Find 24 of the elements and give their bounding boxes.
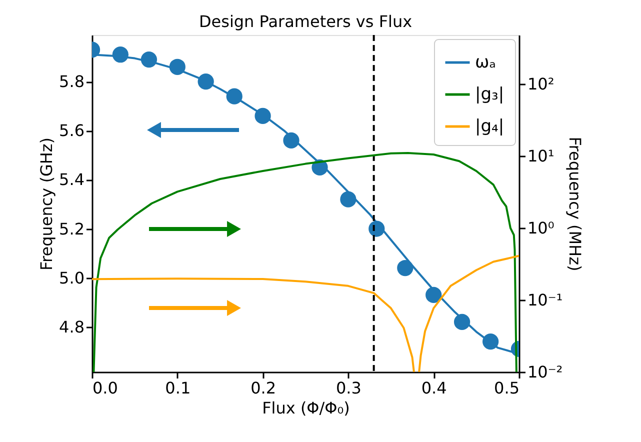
y2-axis-title: Frequency (MHz) bbox=[566, 136, 585, 272]
y-tick-label: 5.0 bbox=[59, 268, 84, 288]
y2-tick-label: 10² bbox=[528, 74, 554, 94]
y-tick-label: 5.2 bbox=[59, 219, 84, 238]
x-tick-label: 0.4 bbox=[421, 378, 447, 398]
chart-title: Design Parameters vs Flux bbox=[198, 12, 412, 31]
x-tick-label: 0.0 bbox=[92, 378, 118, 398]
x-tick-label: 0.5 bbox=[494, 378, 520, 398]
y-tick-label: 4.8 bbox=[59, 317, 84, 336]
legend-label: |g₄| bbox=[475, 116, 504, 136]
legend-label: ωₐ bbox=[475, 52, 496, 72]
y-axis-title: Frequency (GHz) bbox=[37, 137, 56, 271]
y2-tick-label: 10⁰ bbox=[528, 218, 554, 238]
x-axis-title: Flux (Φ/Φ₀) bbox=[262, 398, 350, 418]
x-tick-label: 0.3 bbox=[336, 378, 362, 398]
y-tick-label: 5.6 bbox=[59, 121, 84, 140]
x-tick-label: 0.2 bbox=[250, 378, 276, 398]
y2-tick-label: 10¹ bbox=[528, 146, 554, 166]
y2-tick-label: 10⁻² bbox=[528, 362, 563, 382]
y-tick-label: 5.4 bbox=[59, 170, 84, 190]
x-tick-label: 0.1 bbox=[165, 378, 191, 398]
y2-tick-label: 10⁻¹ bbox=[528, 290, 563, 310]
legend-label: |g₃| bbox=[475, 84, 504, 104]
y-tick-label: 5.8 bbox=[59, 72, 84, 92]
